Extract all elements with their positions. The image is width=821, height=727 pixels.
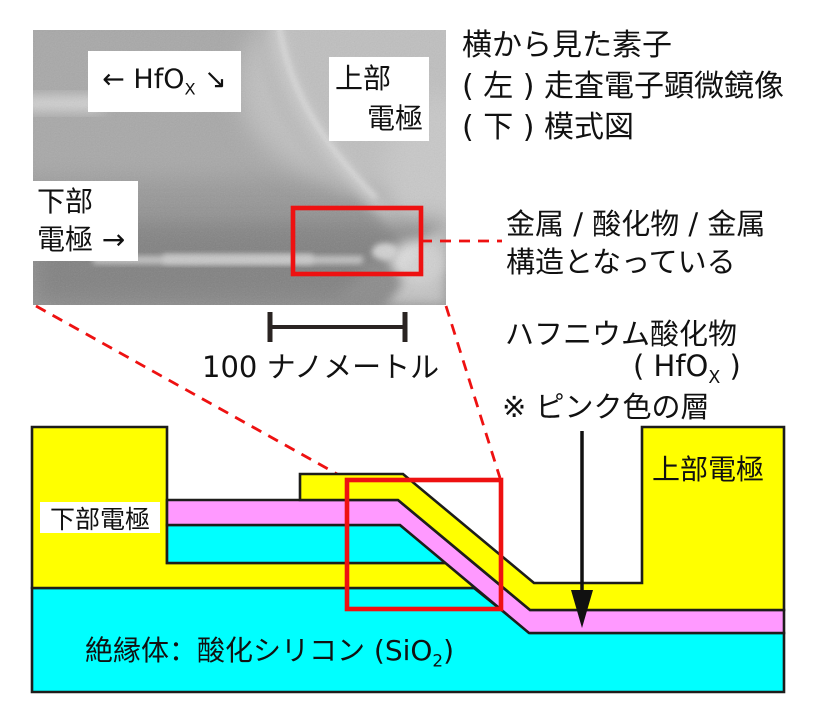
sem-label-bottom-electrode: 下部 電極 → xyxy=(33,181,138,261)
leader-dashed-left xyxy=(35,304,347,481)
sem-label-top-electrode: 上部 電極 xyxy=(329,57,429,141)
schematic-label-bottom-electrode: 下部電極 xyxy=(40,502,160,534)
caption-line3: ( 下 ) 模式図 xyxy=(462,110,635,145)
scale-bar-label: 100 ナノメートル xyxy=(202,350,440,384)
hfo-note-line1: ハフニウム酸化物 xyxy=(505,317,738,351)
scale-bar xyxy=(267,312,408,342)
caption-line2: ( 左 ) 走査電子顕微鏡像 xyxy=(462,69,785,104)
hfox-left-arrow-text: ← HfO xyxy=(102,64,185,96)
sem-label-hfox: ← HfOX ↘ xyxy=(88,51,241,112)
hfo-note-formula: ( HfOX ) xyxy=(633,349,741,388)
hfox-se-arrow-text: ↘ xyxy=(195,64,227,96)
caption-line1: 横から見た素子 xyxy=(462,28,672,63)
leader-dashed-right xyxy=(444,305,502,479)
mim-structure-note: 金属 / 酸化物 / 金属 構造となっている xyxy=(506,207,766,279)
figure-caption: 横から見た素子 ( 左 ) 走査電子顕微鏡像 ( 下 ) 模式図 xyxy=(462,25,784,148)
schematic-label-top-electrode: 上部電極 xyxy=(652,453,765,486)
schematic-label-insulator: 絶縁体：酸化シリコン (SiO2) xyxy=(85,634,455,671)
hfox-pointer-arrowhead xyxy=(571,590,593,628)
schematic-highlight-box xyxy=(344,477,504,612)
hfox-subscript: X xyxy=(184,79,196,99)
mesa-sio2-layer xyxy=(165,523,450,565)
hfo-note-line3: ※ ピンク色の層 xyxy=(502,390,710,424)
hfox-layer xyxy=(165,498,786,635)
